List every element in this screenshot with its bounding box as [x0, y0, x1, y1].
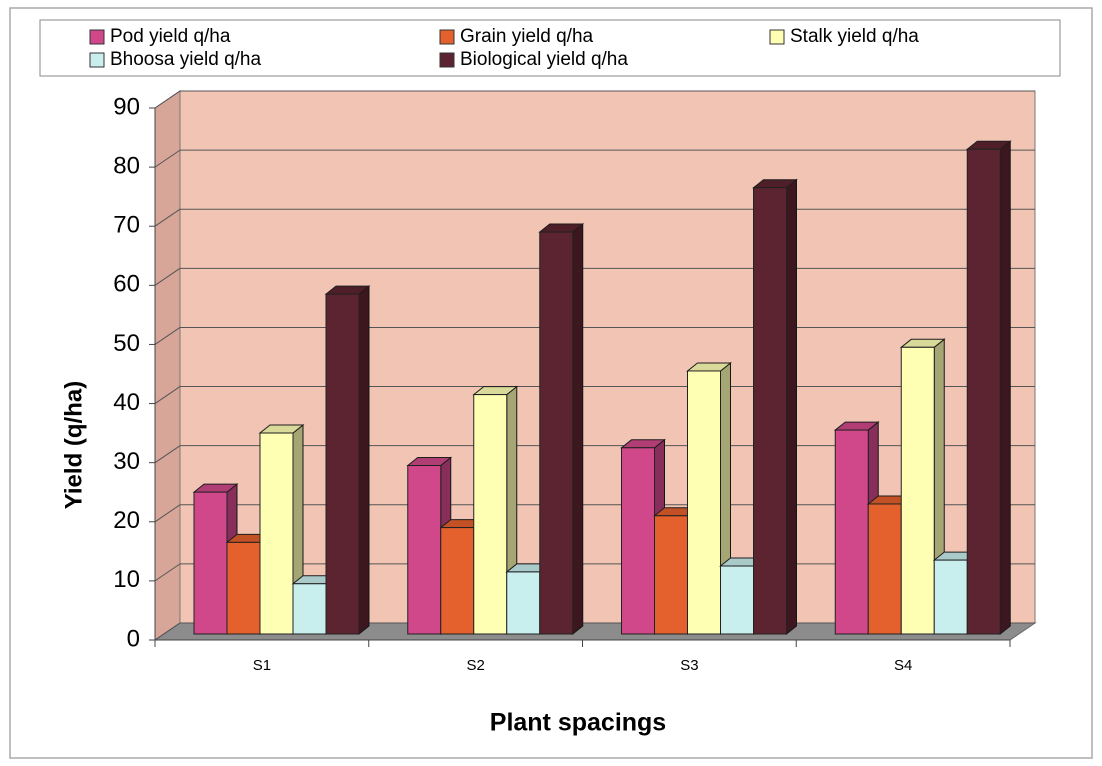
y-tick-label: 80	[113, 152, 140, 179]
bar	[966, 148, 1001, 635]
legend-swatch	[769, 29, 785, 45]
x-tick-label: S4	[894, 657, 912, 674]
legend-swatch	[439, 29, 455, 45]
y-tick-label: 40	[113, 389, 140, 416]
legend-swatch	[439, 52, 455, 68]
y-tick-label: 70	[113, 212, 140, 239]
x-axis-title: Plant spacings	[490, 709, 666, 737]
grid-line	[154, 504, 181, 523]
x-tick-label: S2	[466, 657, 484, 674]
bar-side	[358, 285, 370, 636]
legend-label: Pod yield q/ha	[110, 26, 231, 47]
y-tick-label: 0	[127, 625, 140, 652]
y-tick-label: 90	[113, 93, 140, 120]
bar-side	[572, 223, 584, 636]
bar	[440, 527, 475, 635]
legend-box	[39, 19, 1061, 77]
grid-line	[154, 327, 181, 345]
bar	[867, 503, 902, 635]
bar	[933, 559, 968, 635]
bar	[259, 432, 294, 635]
y-axis-title: Yield (q/ha)	[60, 381, 87, 509]
grid-line	[154, 267, 181, 286]
legend-swatch	[89, 52, 105, 68]
bar	[720, 565, 754, 635]
bar	[654, 515, 688, 635]
bar	[900, 346, 935, 635]
bar	[687, 370, 721, 635]
bar-side	[999, 140, 1011, 636]
bar	[753, 187, 787, 635]
bar	[193, 491, 228, 635]
grid-line	[154, 563, 181, 582]
grid-line	[154, 386, 181, 404]
y-tick-label: 50	[113, 330, 140, 357]
x-tick-label: S3	[680, 657, 698, 674]
legend-swatch	[89, 29, 105, 45]
y-tick-label: 10	[113, 566, 140, 593]
bar	[834, 429, 869, 635]
grid-line	[154, 149, 181, 168]
y-tick-label: 30	[113, 448, 140, 475]
legend-label: Biological yield q/ha	[460, 49, 628, 70]
grid-line	[154, 90, 181, 109]
x-tick-label: S1	[253, 657, 271, 674]
bar	[621, 447, 655, 635]
y-tick-label: 60	[113, 271, 140, 298]
legend-label: Grain yield q/ha	[460, 26, 594, 47]
grid-line	[154, 445, 181, 464]
legend-label: Bhoosa yield q/ha	[110, 49, 261, 70]
bar	[292, 583, 327, 635]
y-tick-label: 20	[113, 507, 140, 534]
bar	[539, 231, 574, 635]
grid-line	[154, 622, 181, 641]
grid-line	[154, 208, 181, 227]
bar	[473, 394, 508, 635]
legend-label: Stalk yield q/ha	[790, 26, 919, 47]
left-wall	[154, 90, 181, 641]
bar	[325, 293, 360, 635]
bar	[506, 571, 541, 635]
bar	[407, 465, 442, 635]
bar-side	[786, 178, 797, 636]
bar	[226, 541, 261, 635]
